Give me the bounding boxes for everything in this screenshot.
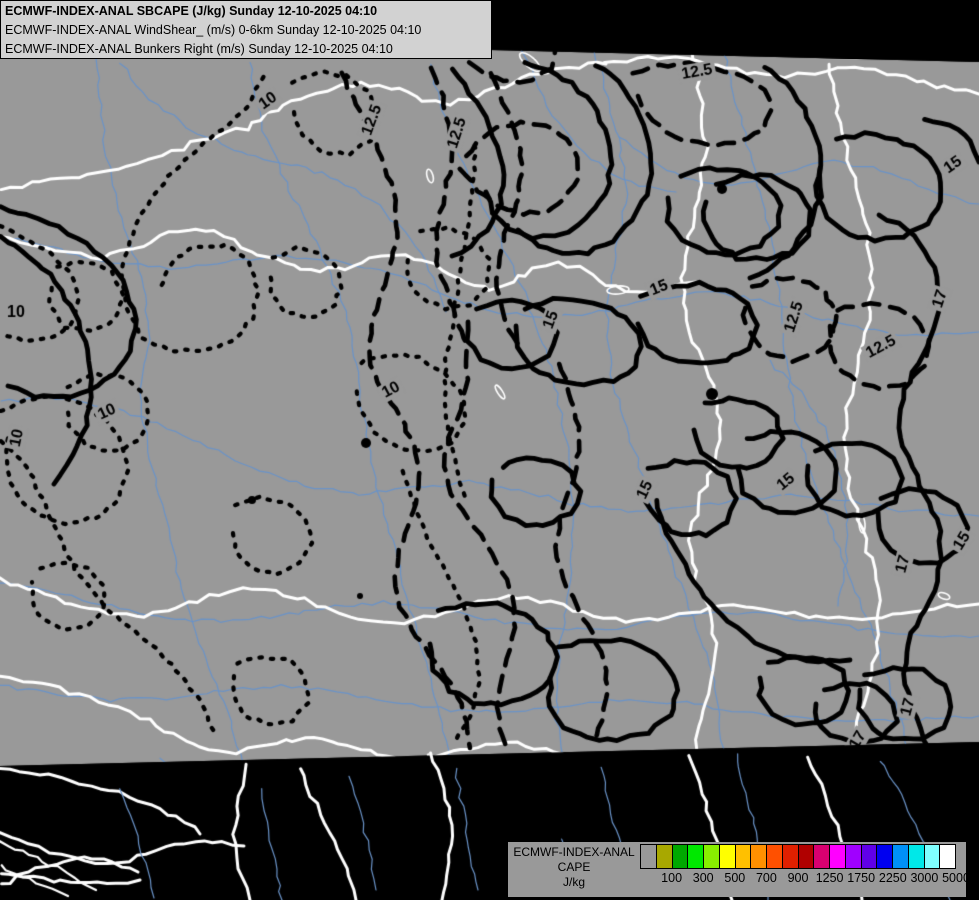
- legend-caption-line-2: CAPE: [557, 860, 591, 874]
- legend-swatch-5: [719, 845, 736, 868]
- legend-caption-line-3: J/kg: [562, 875, 585, 889]
- legend-swatch-16: [893, 845, 909, 868]
- legend-swatch-19: [940, 845, 955, 868]
- legend-swatch-18: [924, 845, 941, 868]
- legend-swatch-6: [735, 845, 752, 868]
- legend-caption-line-1: ECMWF-INDEX-ANAL: [513, 845, 635, 859]
- header-line-sbcape: ECMWF-INDEX-ANAL SBCAPE (J/kg) Sunday 12…: [5, 4, 378, 18]
- legend-swatch-2: [672, 845, 689, 868]
- legend-tick-2250: 2250: [878, 871, 907, 885]
- legend-swatch-15: [877, 845, 893, 868]
- legend-swatch-1: [656, 845, 673, 868]
- legend-swatch-9: [782, 845, 799, 868]
- legend-swatch-0: [641, 845, 657, 868]
- legend-swatch-8: [767, 845, 783, 868]
- legend-swatch-13: [845, 845, 862, 868]
- legend-swatch-11: [814, 845, 830, 868]
- legend-tick-700: 700: [755, 871, 777, 885]
- legend-tick-5000: 5000: [942, 871, 970, 885]
- legend-swatch-10: [798, 845, 815, 868]
- legend-swatch-17: [908, 845, 925, 868]
- legend-tick-3000: 3000: [910, 871, 939, 885]
- legend-tick-300: 300: [692, 871, 714, 885]
- legend-tick-row: 100 300 500 700 900 1250 1750 2250 3000 5000: [640, 870, 970, 888]
- legend-scale: 100 300 500 700 900 1250 1750 2250 3000 5000: [640, 842, 970, 888]
- header-line-windshear: ECMWF-INDEX-ANAL WindShear_ (m/s) 0-6km …: [5, 23, 422, 37]
- legend-swatch-3: [688, 845, 704, 868]
- legend-caption: ECMWF-INDEX-ANAL CAPE J/kg: [508, 842, 640, 890]
- legend-swatch-7: [751, 845, 767, 868]
- header-info-box: ECMWF-INDEX-ANAL SBCAPE (J/kg) Sunday 12…: [0, 0, 492, 59]
- legend-colorbar: [640, 844, 956, 869]
- header-line-bunkers-right: ECMWF-INDEX-ANAL Bunkers Right (m/s) Sun…: [5, 42, 393, 56]
- legend-tick-100: 100: [661, 871, 683, 885]
- legend-tick-1250: 1250: [815, 871, 844, 885]
- legend-swatch-4: [704, 845, 720, 868]
- legend-swatch-14: [861, 845, 878, 868]
- legend-tick-900: 900: [787, 871, 809, 885]
- legend-tick-1750: 1750: [847, 871, 876, 885]
- legend-tick-500: 500: [724, 871, 746, 885]
- legend-swatch-12: [830, 845, 846, 868]
- legend-panel: ECMWF-INDEX-ANAL CAPE J/kg 100 300 500 700 9…: [508, 842, 970, 897]
